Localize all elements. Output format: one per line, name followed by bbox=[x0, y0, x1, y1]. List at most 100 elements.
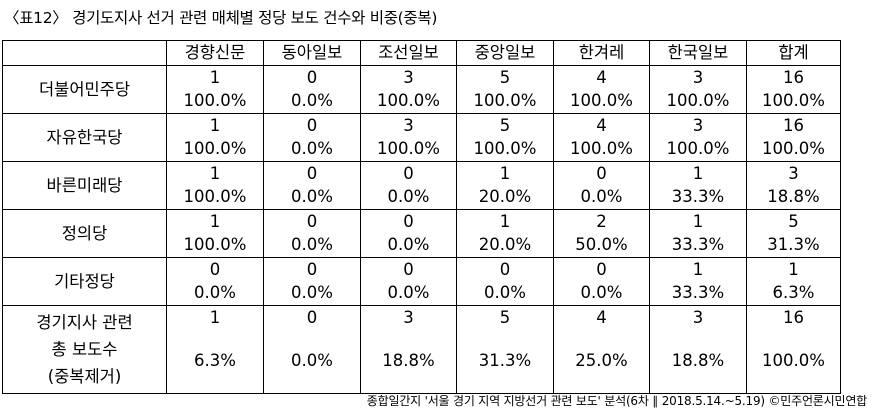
percent-cell: 6.3% bbox=[746, 281, 841, 306]
column-header: 경향신문 bbox=[166, 40, 264, 66]
count-cell: 1 bbox=[166, 113, 264, 137]
count-cell: 3 bbox=[746, 161, 841, 185]
percent-cell: 33.3% bbox=[649, 185, 747, 210]
total-count-cell: 5 bbox=[456, 305, 554, 329]
column-header: 조선일보 bbox=[360, 40, 457, 66]
column-header: 동아일보 bbox=[263, 40, 361, 66]
total-percent-cell: 18.8% bbox=[649, 329, 747, 394]
percent-cell: 20.0% bbox=[456, 185, 554, 210]
percent-cell: 31.3% bbox=[746, 233, 841, 258]
column-header: 합계 bbox=[746, 40, 841, 66]
count-cell: 1 bbox=[649, 257, 747, 281]
percent-row: 100.0% 0.0% 0.0% 20.0% 50.0% 33.3% 31.3% bbox=[3, 233, 841, 258]
percent-cell: 0.0% bbox=[263, 233, 361, 258]
column-header: 한겨레 bbox=[553, 40, 650, 66]
percent-cell: 0.0% bbox=[360, 281, 457, 306]
total-count-cell: 0 bbox=[263, 305, 361, 329]
total-percent-row: 6.3% 0.0% 18.8% 31.3% 25.0% 18.8% 100.0% bbox=[3, 329, 841, 394]
percent-row: 100.0% 0.0% 100.0% 100.0% 100.0% 100.0% … bbox=[3, 137, 841, 162]
count-cell: 1 bbox=[166, 209, 264, 233]
percent-cell: 100.0% bbox=[166, 233, 264, 258]
total-count-cell: 1 bbox=[166, 305, 264, 329]
percent-cell: 100.0% bbox=[166, 185, 264, 210]
count-cell: 2 bbox=[553, 209, 650, 233]
source-note: 종합일간지 '서울 경기 지역 지방선거 관련 보도' 분석(6차 ∥ 2018… bbox=[366, 394, 867, 408]
percent-cell: 0.0% bbox=[166, 281, 264, 306]
percent-row: 100.0% 0.0% 0.0% 20.0% 0.0% 33.3% 18.8% bbox=[3, 185, 841, 210]
count-row: 기타정당 0 0 0 0 0 1 1 bbox=[2, 257, 841, 306]
total-label: 경기지사 관련 총 보도수 (중복제거) bbox=[2, 305, 167, 394]
count-cell: 0 bbox=[553, 161, 650, 185]
total-percent-cell: 18.8% bbox=[360, 329, 457, 394]
count-cell: 4 bbox=[553, 113, 650, 137]
count-cell: 1 bbox=[649, 161, 747, 185]
table-title: 〈표12〉 경기도지사 선거 관련 매체별 정당 보도 건수와 비중(중복) bbox=[4, 9, 438, 27]
percent-cell: 100.0% bbox=[456, 89, 554, 114]
percent-cell: 100.0% bbox=[553, 137, 650, 162]
total-percent-cell: 31.3% bbox=[456, 329, 554, 394]
percent-cell: 0.0% bbox=[263, 89, 361, 114]
total-count-cell: 3 bbox=[360, 305, 457, 329]
percent-cell: 0.0% bbox=[553, 281, 650, 306]
count-cell: 0 bbox=[360, 257, 457, 281]
count-cell: 0 bbox=[263, 209, 361, 233]
count-row: 더불어민주당 1 0 3 5 4 3 16 bbox=[2, 65, 841, 114]
count-cell: 0 bbox=[263, 113, 361, 137]
total-percent-cell: 100.0% bbox=[746, 329, 841, 394]
count-cell: 4 bbox=[553, 65, 650, 89]
percent-cell: 100.0% bbox=[649, 137, 747, 162]
party-label: 자유한국당 bbox=[2, 113, 167, 162]
count-cell: 1 bbox=[456, 209, 554, 233]
count-cell: 3 bbox=[649, 113, 747, 137]
total-count-row: 경기지사 관련 총 보도수 (중복제거) 1 0 3 5 4 3 16 bbox=[2, 305, 841, 394]
percent-row: 100.0% 0.0% 100.0% 100.0% 100.0% 100.0% … bbox=[3, 89, 841, 114]
count-cell: 0 bbox=[456, 257, 554, 281]
count-cell: 0 bbox=[263, 65, 361, 89]
count-cell: 1 bbox=[746, 257, 841, 281]
count-cell: 5 bbox=[456, 65, 554, 89]
total-percent-cell: 25.0% bbox=[553, 329, 650, 394]
percent-cell: 0.0% bbox=[263, 185, 361, 210]
percent-cell: 100.0% bbox=[166, 89, 264, 114]
count-cell: 0 bbox=[263, 161, 361, 185]
party-label: 기타정당 bbox=[2, 257, 167, 306]
percent-cell: 100.0% bbox=[166, 137, 264, 162]
header-corner bbox=[2, 40, 167, 66]
count-cell: 0 bbox=[360, 161, 457, 185]
percent-cell: 0.0% bbox=[263, 281, 361, 306]
count-cell: 5 bbox=[456, 113, 554, 137]
count-cell: 0 bbox=[166, 257, 264, 281]
percent-cell: 100.0% bbox=[456, 137, 554, 162]
total-percent-cell: 6.3% bbox=[166, 329, 264, 394]
percent-cell: 20.0% bbox=[456, 233, 554, 258]
count-cell: 3 bbox=[649, 65, 747, 89]
count-cell: 1 bbox=[456, 161, 554, 185]
percent-cell: 100.0% bbox=[746, 89, 841, 114]
count-cell: 16 bbox=[746, 113, 841, 137]
total-label-line: 총 보도수 bbox=[51, 340, 118, 359]
column-header: 중앙일보 bbox=[456, 40, 554, 66]
percent-cell: 100.0% bbox=[360, 89, 457, 114]
count-cell: 1 bbox=[166, 65, 264, 89]
party-label: 바른미래당 bbox=[2, 161, 167, 210]
column-header: 한국일보 bbox=[649, 40, 747, 66]
count-cell: 1 bbox=[649, 209, 747, 233]
total-count-cell: 4 bbox=[553, 305, 650, 329]
count-cell: 1 bbox=[166, 161, 264, 185]
count-cell: 5 bbox=[746, 209, 841, 233]
count-cell: 16 bbox=[746, 65, 841, 89]
count-cell: 3 bbox=[360, 113, 457, 137]
count-row: 바른미래당 1 0 0 1 0 1 3 bbox=[2, 161, 841, 210]
percent-cell: 0.0% bbox=[360, 185, 457, 210]
percent-cell: 0.0% bbox=[456, 281, 554, 306]
header-row: 경향신문 동아일보 조선일보 중앙일보 한겨레 한국일보 합계 bbox=[2, 40, 841, 66]
total-label-line: 경기지사 관련 bbox=[36, 313, 133, 332]
percent-cell: 33.3% bbox=[649, 281, 747, 306]
count-cell: 0 bbox=[360, 209, 457, 233]
count-row: 정의당 1 0 0 1 2 1 5 bbox=[2, 209, 841, 258]
percent-row: 0.0% 0.0% 0.0% 0.0% 0.0% 33.3% 6.3% bbox=[3, 281, 841, 306]
total-count-cell: 16 bbox=[746, 305, 841, 329]
count-cell: 0 bbox=[263, 257, 361, 281]
percent-cell: 0.0% bbox=[553, 185, 650, 210]
total-percent-cell: 0.0% bbox=[263, 329, 361, 394]
